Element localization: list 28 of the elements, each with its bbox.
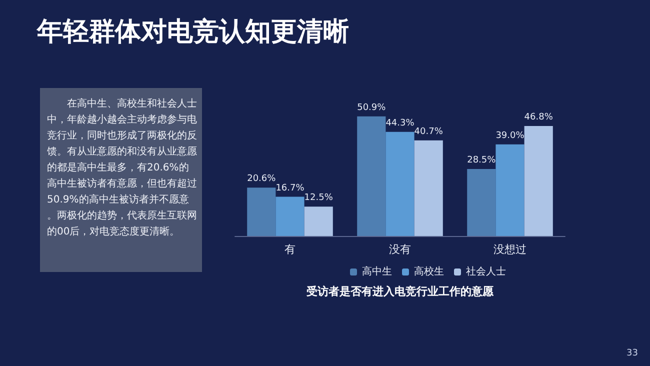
legend-label: 高中生: [362, 266, 392, 278]
data-label: 46.8%: [524, 112, 554, 123]
data-label: 50.9%: [357, 102, 386, 113]
x-tick-label: 没有: [389, 243, 411, 256]
bar: [276, 196, 304, 236]
bar: [357, 116, 386, 236]
legend-label: 高校生: [414, 266, 444, 278]
data-label: 20.6%: [247, 174, 276, 184]
legend-label: 社会人士: [466, 266, 506, 278]
data-label: 44.3%: [386, 118, 415, 128]
data-label: 39.0%: [496, 130, 525, 141]
x-tick-label: 没想过: [494, 243, 526, 256]
bar: [524, 126, 553, 236]
chart-title: 年轻群体对电竞认知更清晰: [36, 17, 349, 47]
bar: [496, 144, 524, 236]
bar: [247, 188, 276, 236]
bar: [304, 206, 333, 236]
data-label: 16.7%: [276, 183, 305, 194]
x-axis-title: 受访者是否有进入电竞行业工作的意愿: [306, 285, 494, 298]
bar: [386, 132, 414, 236]
data-label: 28.5%: [467, 156, 496, 166]
text: 在高中生、高校生和社会人士中，年龄越小越会主动考虑参与电竞行业，同时也形成了两极化的反馈。有从业意愿的和没有从业意愿的都是高中生最多，有20.6%的高中生被访者有意愿，但也有超过50.9%的高中生被访者并不愿意。两极化的趋势，代表原生互联网的00后，对电竞态度更清晰。: [47, 98, 197, 238]
text: 33: [626, 348, 638, 358]
data-label: 12.5%: [304, 193, 334, 204]
data-label: 40.7%: [414, 126, 444, 137]
x-tick-label: 有: [284, 243, 296, 256]
bar: [467, 169, 496, 236]
bar: [414, 140, 443, 236]
